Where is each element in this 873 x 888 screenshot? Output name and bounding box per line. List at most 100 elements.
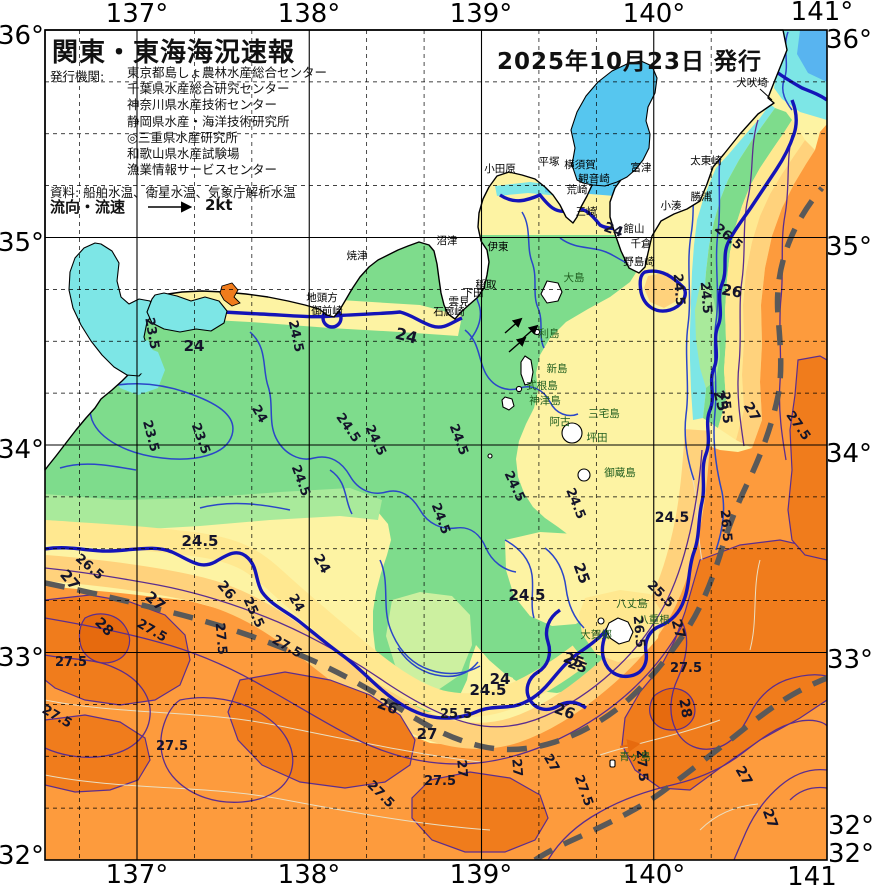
axis-label: 35° — [825, 232, 873, 262]
axis-label: 33° — [0, 643, 45, 673]
issuer-item: 静岡県水産・海洋技術研究所 — [127, 113, 290, 129]
axis-label: 139° — [449, 860, 513, 888]
data-source-line: 資料: 船舶水温、衛星水温、気象庁解析水温 — [50, 185, 296, 200]
isotherm-label: 26.5 — [630, 615, 648, 648]
island-miyakejima — [561, 422, 583, 444]
isotherm-label: 24.5 — [697, 281, 715, 314]
zone-eboso-paleorange — [736, 140, 815, 448]
island-zenisu — [487, 453, 493, 459]
axis-label: 33° — [826, 645, 873, 675]
island-oshima — [540, 280, 563, 304]
place-label: 富津 — [631, 161, 652, 174]
current-legend-value: 2kt — [205, 196, 233, 214]
band-paleorange — [45, 429, 711, 749]
axis-label: 140° — [622, 860, 686, 888]
zone-eboso-green-tongue — [695, 285, 720, 388]
axis-label: 141 — [787, 862, 837, 888]
axis-label: 35° — [0, 228, 45, 258]
axis-label: 36° — [0, 21, 45, 51]
island-label: 坪田 — [587, 431, 608, 444]
axis-label: 138° — [277, 860, 341, 888]
kuroshio-axis — [45, 186, 827, 860]
current-legend-label: 流向・流速 — [50, 198, 126, 216]
isotherm-label: 25.5 — [440, 707, 472, 722]
place-label: 焼津 — [347, 250, 368, 262]
isotherm-label: 24.5 — [181, 532, 218, 550]
place-label: 犬吠埼 — [736, 76, 768, 89]
island-label: 大賀郷 — [580, 628, 612, 641]
axis-label: 32° — [827, 811, 873, 841]
isotherm-label: 28 — [675, 697, 694, 719]
place-label: 石廊崎 — [433, 305, 465, 318]
zone-green-north — [45, 235, 648, 712]
current-vector — [504, 317, 523, 334]
island-label: 八重根 — [638, 613, 670, 626]
place-label: 御前崎 — [311, 304, 343, 317]
zone-pocket-a — [505, 532, 604, 626]
tokyo-bay — [570, 60, 658, 187]
issuer-item: 千葉県水産総合研究センター — [127, 81, 290, 97]
light-contours — [45, 469, 761, 831]
isotherm-label: 27.5 — [156, 739, 188, 754]
issuer-item: ◎三重県水産研究所 — [127, 129, 238, 145]
isotherm-label: 24 — [184, 337, 205, 355]
place-label: 観音崎 — [578, 172, 610, 185]
grid-lines — [45, 29, 827, 861]
axis-label: 139° — [449, 0, 513, 29]
place-label: 館山 — [624, 222, 645, 235]
isotherm-label: 23.5 — [141, 316, 161, 350]
axis-label: 137° — [105, 0, 169, 29]
axis-label: 137° — [105, 860, 169, 888]
place-label: 横須賀 — [564, 158, 596, 171]
place-label: 地頭方 — [306, 291, 338, 304]
place-label: 沼津 — [437, 234, 458, 247]
place-label: 雲見 — [449, 296, 470, 308]
isotherm-label: 27.5 — [633, 749, 651, 782]
isotherm-label: 27.5 — [670, 661, 702, 676]
place-label: 伊東 — [488, 240, 509, 253]
axis-label: 138° — [277, 0, 341, 29]
issuer-label: 発行機関: — [50, 69, 105, 84]
place-leader-line — [759, 88, 773, 101]
isotherm-label: 24.5 — [508, 586, 545, 604]
isotherm-label: 24 — [601, 219, 625, 241]
isotherm-label: 27 — [759, 807, 781, 831]
isotherm-label: 24.5 — [655, 510, 690, 526]
place-label: 三崎 — [576, 205, 597, 218]
axis-label: 140° — [622, 0, 686, 29]
isotherm-label: 26 — [720, 280, 744, 301]
place-label: 荒崎 — [567, 183, 588, 196]
zone-eboso-green — [703, 108, 792, 428]
isotherm-label: 25.5 — [717, 391, 735, 424]
island-label: 新島 — [547, 362, 568, 375]
axis-label: 32° — [0, 841, 45, 871]
isotherm-label: 24.5 — [285, 319, 306, 353]
land-layer — [44, 29, 788, 768]
island-hachijokojima — [597, 617, 605, 625]
place-label: 太東崎 — [690, 154, 722, 167]
island-label: 青ヶ島 — [619, 750, 651, 763]
island-label: 大島 — [564, 271, 585, 284]
isotherm-label: 25 — [565, 655, 589, 677]
issuer-list: 東京都島しょ農林水産総合センター 千葉県水産総合研究センター 神奈川県水産技術センタ… — [127, 65, 327, 178]
island-label: 式根島 — [526, 379, 558, 392]
isotherm-label: 27 — [508, 758, 525, 777]
place-label: 小湊 — [661, 199, 682, 212]
zone-palegreen-tongue — [386, 592, 472, 690]
zone-deeporange-blobs — [45, 355, 827, 853]
island-niijima — [520, 355, 534, 386]
axis-label: 32° — [827, 839, 873, 869]
axis-label: 34° — [0, 435, 45, 465]
issue-date: 2025年10月23日 発行 — [497, 49, 763, 75]
zone-lightgreen-fringe — [45, 488, 382, 530]
island-label: 御蔵島 — [604, 466, 636, 479]
page-title: 関東・東海海況速報 — [52, 38, 296, 68]
issuer-item: 東京都島しょ農林水産総合センター — [127, 65, 328, 80]
isotherm-label: 25 — [709, 388, 732, 413]
island-label: 八丈島 — [616, 597, 648, 610]
axis-label: 141° — [790, 0, 854, 27]
island-label: 三宅島 — [588, 407, 620, 420]
place-label: 下田 — [463, 287, 484, 299]
zone-ne-blue — [797, 30, 827, 82]
